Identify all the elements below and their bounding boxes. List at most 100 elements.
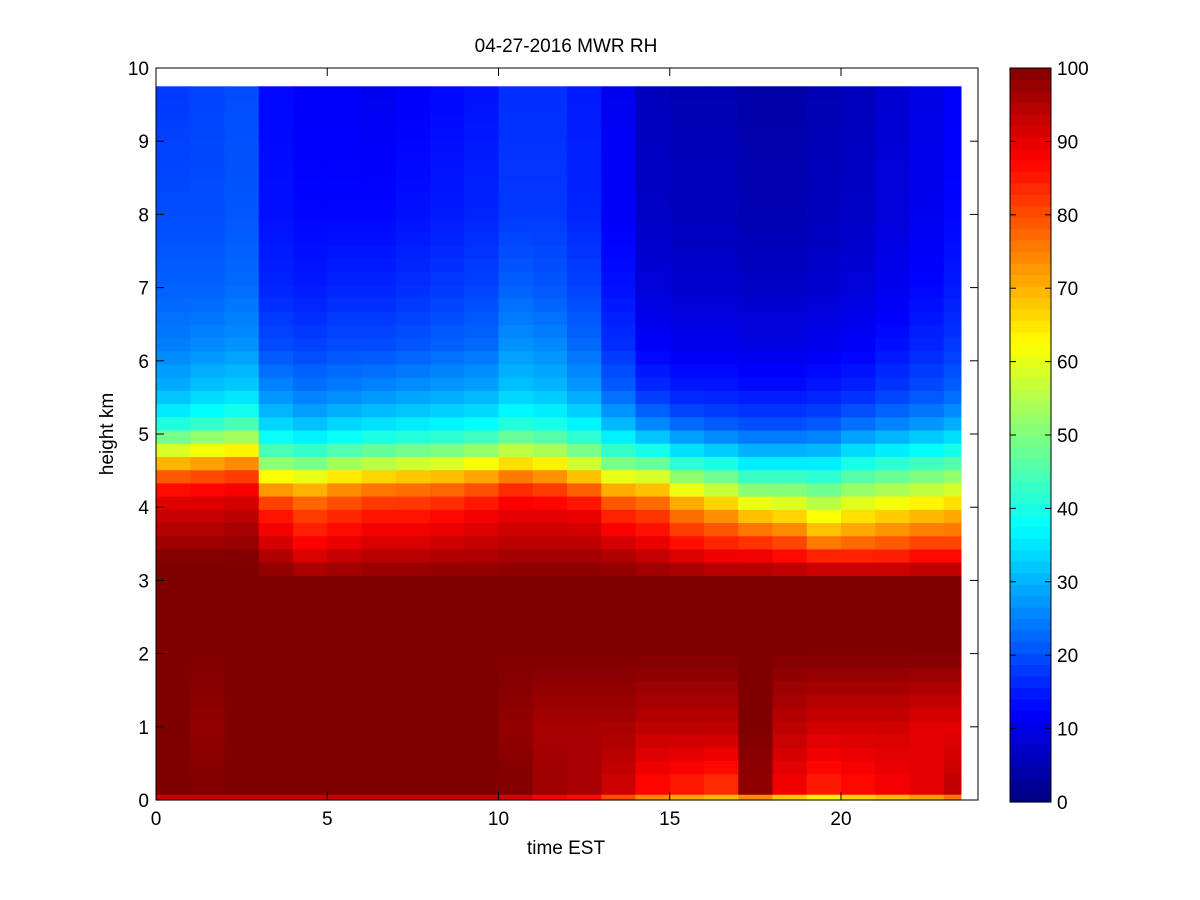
heatmap-cell [635,694,671,709]
heatmap-cell [258,139,294,153]
heatmap-cell [704,601,739,616]
heatmap-cell [909,456,945,471]
heatmap-cell [190,601,226,616]
heatmap-cell [841,794,876,801]
heatmap-cell [498,337,534,352]
heatmap-cell [156,654,191,669]
heatmap-cell [361,496,397,510]
heatmap-cell [841,271,876,286]
heatmap-cell [293,496,328,510]
heatmap-cell [738,112,774,127]
heatmap-cell [190,390,226,405]
heatmap-cell [806,667,842,682]
heatmap-cell [943,667,962,682]
heatmap-cell [498,152,534,167]
heatmap-cell [293,271,328,286]
colorbar-swatch [1010,262,1051,276]
heatmap-cell [704,667,739,682]
heatmap-cell [327,244,363,259]
heatmap-cell [943,548,962,563]
colorbar-tick-label: 50 [1057,426,1078,447]
heatmap-cell [258,548,294,563]
heatmap-cell [156,694,191,709]
heatmap-cell [875,443,911,457]
heatmap-cell [772,297,808,312]
heatmap-cell [464,192,500,206]
heatmap-cell [532,86,568,101]
heatmap-cell [943,112,962,127]
heatmap-cell [156,562,191,576]
heatmap-cell [772,416,808,431]
heatmap-cell [669,443,705,457]
heatmap-cell [806,760,842,775]
heatmap-cell [395,588,431,603]
heatmap-cell [224,310,260,325]
heatmap-cell [635,324,671,339]
heatmap-cell [395,694,431,709]
heatmap-cell [430,773,465,795]
heatmap-cell [841,350,876,365]
heatmap-cell [772,760,808,775]
heatmap-cell [943,403,962,418]
y-tick-label: 9 [138,132,149,153]
heatmap-cell [841,575,876,590]
heatmap-cell [532,720,568,735]
heatmap-cell [704,628,739,642]
heatmap-cell [704,794,739,801]
heatmap-cell [601,310,637,325]
heatmap-cell [669,482,705,497]
heatmap-cell [361,324,397,339]
heatmap-cell [327,443,363,457]
colorbar-swatch [1010,503,1051,516]
heatmap-cell [464,601,500,616]
heatmap-cell [909,794,945,801]
heatmap-cell [361,377,397,391]
heatmap-cell [293,601,328,616]
heatmap-cell [532,218,568,233]
x-axis: 0 5 10 15 20 [151,68,852,830]
heatmap-cell [567,747,602,761]
heatmap-cell [498,178,534,193]
heatmap-cell [395,469,431,484]
heatmap-cell [258,681,294,695]
heatmap-cell [909,218,945,233]
heatmap-cell [361,429,397,444]
heatmap-cell [635,720,671,735]
heatmap-cell [909,535,945,550]
colorbar-swatch [1010,675,1051,688]
heatmap-cell [567,429,602,444]
heatmap-cell [601,562,637,576]
heatmap-cell [532,443,568,457]
heatmap-cell [841,284,876,299]
heatmap-cell [601,535,637,550]
heatmap-cell [532,192,568,206]
heatmap-cell [293,747,328,761]
heatmap-cell [395,337,431,352]
heatmap-cell [395,165,431,180]
heatmap-cell [875,152,911,167]
heatmap-cell [943,416,962,431]
heatmap-cell [943,271,962,286]
heatmap-cell [464,469,500,484]
heatmap-cell [327,297,363,312]
heatmap-cell [567,165,602,180]
heatmap-cell [224,720,260,735]
heatmap-cell [806,575,842,590]
heatmap-cell [704,350,739,365]
colorbar-swatch [1010,331,1051,344]
heatmap-cell [395,733,431,748]
heatmap-cell [841,337,876,352]
heatmap-cell [601,694,637,709]
heatmap-cell [361,681,397,695]
heatmap-cell [464,112,500,127]
heatmap-cell [532,614,568,629]
heatmap-cell [772,377,808,391]
heatmap-cell [190,178,226,193]
heatmap-cell [532,297,568,312]
heatmap-cell [224,588,260,603]
heatmap-cell [738,125,774,140]
heatmap-cell [224,377,260,391]
heatmap-cell [258,284,294,299]
heatmap-cell [772,403,808,418]
heatmap-cell [224,733,260,748]
